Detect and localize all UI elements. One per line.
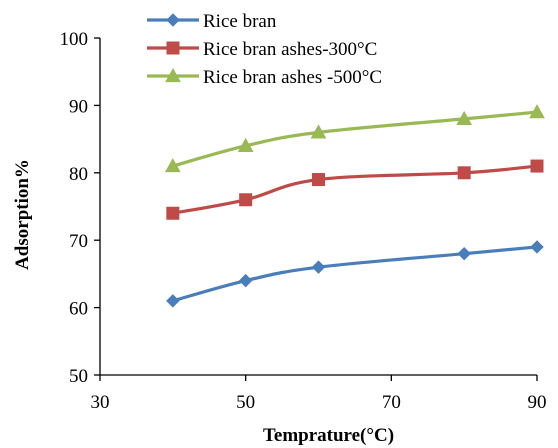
y-tick-label: 90 (69, 96, 88, 117)
legend-marker (166, 41, 180, 55)
legend-label: Rice bran (203, 11, 277, 32)
y-tick-label: 70 (69, 231, 88, 252)
data-point (312, 173, 325, 187)
legend: Rice bran Rice bran ashes-300°C Rice bran … (147, 11, 382, 88)
y-ticks: 50 60 70 80 90 100 (60, 29, 100, 387)
legend-marker (165, 67, 181, 83)
y-axis-title: Adsorption% (12, 159, 33, 270)
data-point (238, 273, 253, 288)
x-tick-label: 90 (528, 392, 547, 413)
legend-item: Rice bran ashes -500°C (147, 67, 382, 88)
legend-item: Rice bran (147, 11, 277, 32)
axes (99, 38, 537, 376)
series-lines (164, 104, 545, 308)
legend-label: Rice bran ashes-300°C (203, 39, 377, 60)
x-tick-label: 30 (91, 392, 110, 413)
series-2 (166, 159, 544, 220)
data-point (164, 158, 181, 173)
x-tick-label: 70 (382, 392, 401, 413)
series-1 (166, 240, 544, 308)
data-point (530, 240, 544, 254)
data-point (166, 206, 180, 220)
data-point (311, 260, 326, 274)
x-axis-title: Temprature(°C) (263, 425, 394, 446)
legend-item: Rice bran ashes-300°C (147, 39, 377, 60)
data-point (237, 137, 254, 152)
y-tick-label: 100 (60, 29, 89, 50)
data-point (529, 104, 545, 119)
series-3 (164, 104, 545, 173)
series-line (172, 245, 538, 303)
data-point (310, 124, 327, 139)
y-tick-label: 50 (69, 366, 88, 387)
series-line (172, 164, 538, 215)
data-point (457, 166, 471, 180)
series-line (172, 110, 538, 168)
data-point (530, 159, 544, 173)
y-tick-label: 60 (69, 299, 88, 320)
x-tick-label: 50 (236, 392, 255, 413)
data-point (456, 110, 473, 125)
data-point (457, 246, 471, 261)
data-point (166, 294, 180, 308)
legend-marker (166, 13, 180, 27)
x-ticks: 30 50 70 90 (91, 375, 547, 413)
y-tick-label: 80 (69, 164, 88, 185)
data-point (239, 193, 253, 207)
legend-label: Rice bran ashes -500°C (203, 67, 382, 88)
